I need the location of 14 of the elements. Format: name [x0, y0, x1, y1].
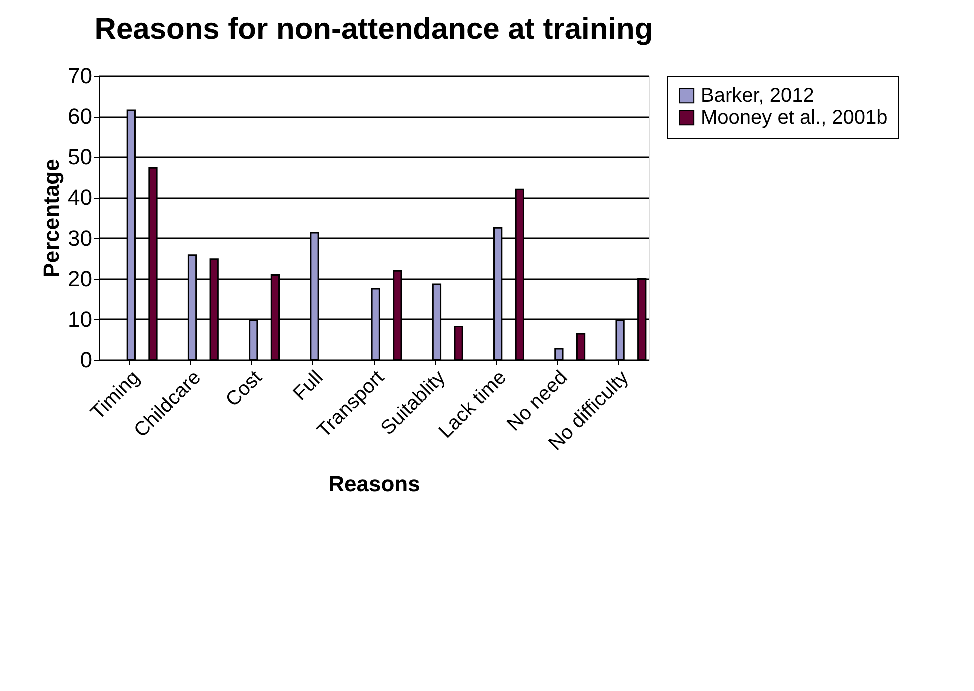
y-tick-label: 10: [68, 306, 92, 332]
y-axis-title: Percentage: [39, 159, 64, 278]
y-tick-label: 60: [68, 104, 92, 130]
x-axis-title: Reasons: [328, 471, 420, 496]
y-tick-label: 0: [80, 348, 92, 372]
x-tick-label: Cost: [222, 366, 267, 412]
y-tick-label: 30: [68, 226, 92, 251]
chart-title: Reasons for non-attendance at training: [94, 13, 654, 46]
y-tick-label: 20: [68, 266, 92, 292]
y-tick-label: 70: [68, 64, 92, 88]
y-tick-label: 40: [68, 185, 92, 210]
legend-label: Barker, 2012: [701, 85, 814, 107]
legend-label: Mooney et al., 2001b: [701, 107, 888, 129]
y-tick-label: 50: [68, 144, 92, 170]
